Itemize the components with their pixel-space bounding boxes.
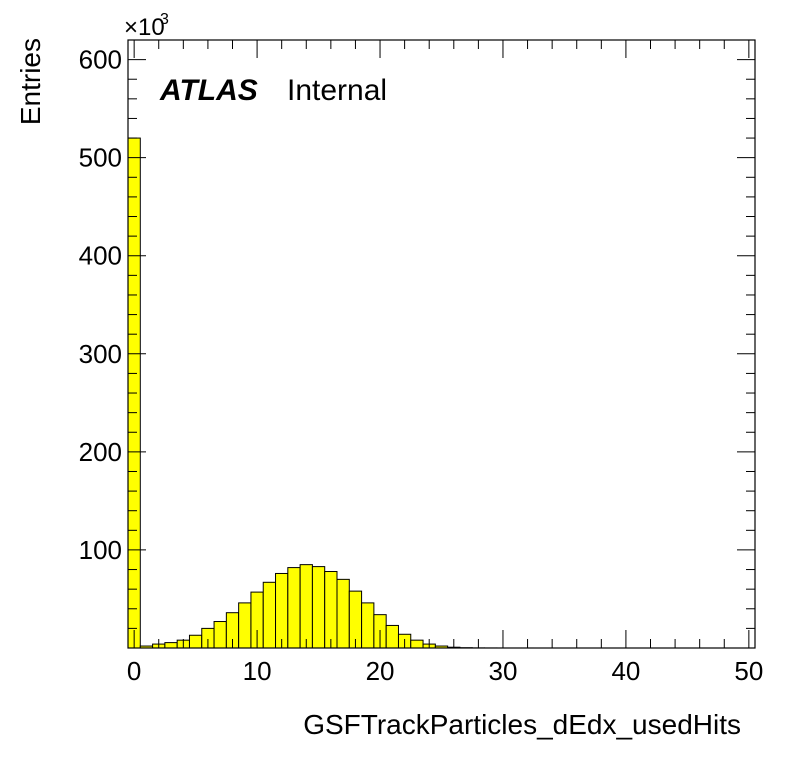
x-axis-title: GSFTrackParticles_dEdx_usedHits <box>303 709 741 740</box>
histogram-bars <box>127 137 535 649</box>
y-tick-label: 300 <box>79 339 122 369</box>
y-tick-labels: 100 200 300 400 500 600 <box>79 45 122 565</box>
internal-label: Internal <box>287 74 387 107</box>
y-multiplier: ×10 <box>124 14 165 41</box>
atlas-label: ATLAS <box>159 74 258 107</box>
y-tick-label: 600 <box>79 45 122 75</box>
histogram-bin <box>336 578 350 649</box>
y-tick-label: 400 <box>79 241 122 271</box>
histogram-bin <box>410 639 424 649</box>
histogram-bin <box>287 567 301 649</box>
plot-frame <box>127 39 756 649</box>
y-multiplier-exponent: 3 <box>160 11 169 28</box>
x-tick-label: 0 <box>127 656 141 686</box>
x-tick-labels: 0 10 20 30 40 50 <box>127 656 763 686</box>
histogram-bin <box>238 602 252 649</box>
histogram-bin <box>311 566 326 649</box>
y-tick-label: 500 <box>79 143 122 173</box>
axis-ticks <box>128 39 755 648</box>
histogram-bin <box>188 634 203 649</box>
histogram-bin <box>262 581 277 649</box>
histogram-bin <box>213 621 227 649</box>
histogram-bin <box>324 571 338 649</box>
x-tick-label: 30 <box>489 656 518 686</box>
y-tick-label: 100 <box>79 535 122 565</box>
x-tick-label: 50 <box>734 656 763 686</box>
x-tick-label: 20 <box>366 656 395 686</box>
histogram-bin <box>361 602 375 649</box>
y-axis-title: Entries <box>15 38 46 125</box>
x-tick-label: 10 <box>243 656 272 686</box>
y-tick-label: 200 <box>79 437 122 467</box>
histogram-bin <box>385 624 399 649</box>
histogram-bin <box>164 642 178 649</box>
histogram-bin <box>299 564 313 649</box>
histogram-bin <box>275 572 289 649</box>
x-tick-label: 40 <box>611 656 640 686</box>
